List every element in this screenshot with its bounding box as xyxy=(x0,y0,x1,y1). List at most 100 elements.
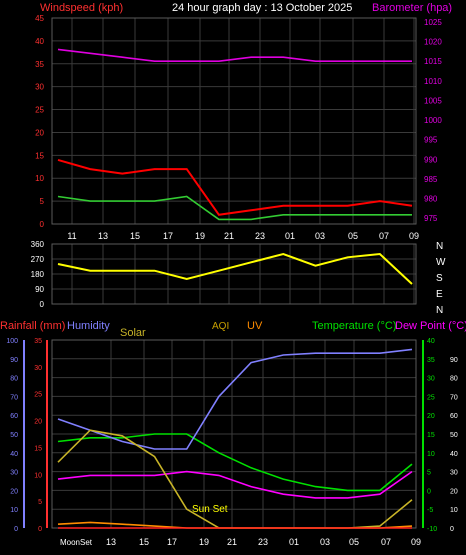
percent-tick-label: 10 xyxy=(450,507,458,514)
windspeed-tick-label: 35 xyxy=(35,60,44,69)
legend-dewpoint: Dew Point (°C) xyxy=(395,320,466,332)
hour-label: 09 xyxy=(409,231,419,241)
wind-panel-frame xyxy=(51,17,417,225)
temperature-tick-label: -10 xyxy=(427,526,437,533)
barometer-line xyxy=(57,48,412,63)
humidity-tick-label: 100 xyxy=(6,338,18,345)
rain-tick-label: 25 xyxy=(34,392,42,399)
rain-tick-label: 15 xyxy=(34,445,42,452)
barometer-tick-label: 1025 xyxy=(424,18,442,27)
rain-tick-label: 30 xyxy=(34,365,42,372)
percent-tick-label: 0 xyxy=(450,526,454,533)
rain-tick-label: 20 xyxy=(34,419,42,426)
legend-temperature: Temperature (°C) xyxy=(312,320,396,332)
sunset-annotation: Sun Set xyxy=(192,504,228,515)
windspeed-tick-label: 0 xyxy=(40,220,45,229)
humidity-tick-label: 40 xyxy=(10,451,18,458)
legend-humidity: Humidity xyxy=(67,320,110,332)
hour-label: 21 xyxy=(224,231,234,241)
hour-label: 11 xyxy=(67,231,76,241)
rain-tick-label: 10 xyxy=(34,472,42,479)
legend-aqi: AQI xyxy=(212,321,229,332)
humidity-tick-label: 50 xyxy=(10,432,18,439)
barometer-axis-title: Barometer (hpa) xyxy=(372,2,452,14)
windspeed-ticks: 0 5 10 15 20 25 30 35 40 45 xyxy=(35,14,44,229)
windspeed-tick-label: 10 xyxy=(35,174,44,183)
hour-label: 03 xyxy=(320,537,330,547)
hour-label: 21 xyxy=(227,537,237,547)
percent-tick-label: 80 xyxy=(450,376,458,383)
hour-label: 05 xyxy=(349,537,359,547)
windspeed-tick-label: 15 xyxy=(35,151,44,160)
percent-tick-label: 30 xyxy=(450,470,458,477)
wind_dir-line xyxy=(57,252,413,285)
hour-label: 23 xyxy=(258,537,268,547)
hour-label: 05 xyxy=(348,231,358,241)
hour-label: 09 xyxy=(411,537,421,547)
percent-tick-label: 50 xyxy=(450,432,458,439)
temperature-tick-label: 40 xyxy=(427,338,435,345)
humidity-tick-label: 80 xyxy=(10,376,18,383)
bottom-hour-labels: MoonSet 13 15 17 19 21 23 01 03 05 07 09 xyxy=(60,537,421,547)
hour-label: 01 xyxy=(289,537,299,547)
hour-label: 17 xyxy=(167,537,177,547)
percent-tick-label: 90 xyxy=(450,357,458,364)
direction-tick-label: 0 xyxy=(40,300,45,309)
direction-series xyxy=(57,252,413,285)
barometer-tick-label: 1015 xyxy=(424,57,442,66)
temperature-tick-label: -5 xyxy=(427,507,433,514)
temperature-tick-label: 35 xyxy=(427,357,435,364)
compass-label: N xyxy=(436,241,443,252)
barometer-tick-label: 985 xyxy=(424,175,438,184)
hour-label: 17 xyxy=(163,231,173,241)
percent-tick-label: 60 xyxy=(450,413,458,420)
moonset-label: MoonSet xyxy=(60,538,93,547)
hour-label: 19 xyxy=(195,231,205,241)
humidity-tick-label: 70 xyxy=(10,394,18,401)
barometer-tick-label: 980 xyxy=(424,194,438,203)
windspeed-tick-label: 5 xyxy=(40,197,45,206)
compass-label: W xyxy=(436,257,446,268)
temperature-tick-label: 10 xyxy=(427,451,435,458)
windspeed-tick-label: 20 xyxy=(35,128,44,137)
compass-label: S xyxy=(436,273,443,284)
rain-tick-label: 5 xyxy=(38,499,42,506)
rain-tick-label: 35 xyxy=(34,338,42,345)
compass-label: E xyxy=(436,289,443,300)
legend-uv: UV xyxy=(247,320,263,332)
temperature-line xyxy=(57,433,413,492)
direction-tick-label: 90 xyxy=(35,285,44,294)
wind_gust-line xyxy=(57,158,413,216)
humidity-line xyxy=(57,348,413,450)
barometer-tick-label: 995 xyxy=(424,136,438,145)
percent-tick-label: 70 xyxy=(450,394,458,401)
windspeed-tick-label: 25 xyxy=(35,106,44,115)
percent-tick-label: 20 xyxy=(450,488,458,495)
temp-panel-axes: -10 -5 0 5 10 15 20 25 30 35 40 0 10 20 30 40 50 60 70 80 90… xyxy=(6,338,458,533)
barometer-tick-label: 1000 xyxy=(424,116,442,125)
humidity-tick-label: 30 xyxy=(10,470,18,477)
windspeed-tick-label: 40 xyxy=(35,37,44,46)
barometer-tick-label: 975 xyxy=(424,214,438,223)
hour-label: 13 xyxy=(106,537,116,547)
humidity-tick-label: 90 xyxy=(10,357,18,364)
windspeed-tick-label: 45 xyxy=(35,14,44,23)
dewpoint-line xyxy=(57,470,413,499)
barometer-tick-label: 1020 xyxy=(424,38,442,47)
humidity-tick-label: 20 xyxy=(10,488,18,495)
legend-solar: Solar xyxy=(120,327,146,339)
hour-label: 15 xyxy=(139,537,149,547)
temperature-tick-label: 5 xyxy=(427,470,431,477)
windspeed-tick-label: 30 xyxy=(35,83,44,92)
direction-tick-label: 360 xyxy=(31,240,45,249)
direction-tick-label: 270 xyxy=(31,255,45,264)
temp-series xyxy=(57,348,413,529)
hour-label: 15 xyxy=(130,231,140,241)
barometer-tick-label: 1005 xyxy=(424,96,442,105)
temperature-tick-label: 25 xyxy=(427,394,435,401)
humidity-tick-label: 0 xyxy=(14,526,18,533)
direction-ticks: 0 90 180 270 360 xyxy=(31,240,45,309)
